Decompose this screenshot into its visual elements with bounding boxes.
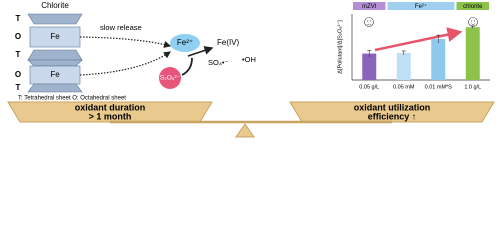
group-strip <box>456 2 489 10</box>
group-label: chlorite <box>463 4 483 10</box>
release-arrow <box>79 51 171 76</box>
bar <box>362 53 377 80</box>
fe4-label: Fe(IV) <box>217 38 240 47</box>
bar <box>465 27 480 80</box>
x-tick-label: 1.0 g/L <box>464 84 481 90</box>
fe2-ellipse <box>170 34 200 52</box>
bar <box>431 39 446 80</box>
release-arrow <box>79 36 172 48</box>
layer-letter: T <box>16 50 21 59</box>
bar-chart: Δ[Pollutant]/Δ[S₂O₈²⁻] mZVI Fe²⁺ chlorite 0… <box>337 2 490 90</box>
group-label: mZVI <box>362 4 377 10</box>
layer-letter: O <box>15 70 21 79</box>
persulfate-label: S₂O₈²⁻ <box>160 75 181 82</box>
right-pan-text: efficiency ↑ <box>368 111 417 121</box>
fe2-label: Fe²⁺ <box>177 38 193 47</box>
layer-letter: T <box>16 83 21 92</box>
sad-face <box>364 17 374 27</box>
left-pan-text: > 1 month <box>89 111 132 121</box>
release-label: slow release <box>100 23 142 32</box>
left-pan-text: oxidant duration <box>75 102 146 112</box>
layer-letter: O <box>15 32 21 41</box>
x-tick-label: 0.01 mM*S <box>425 84 453 90</box>
right-pan <box>289 101 495 123</box>
sheet-note: T: Tetrahedral sheet O: Octahedral sheet <box>18 96 126 102</box>
fulcrum <box>235 123 255 138</box>
x-tick-label: 0.05 g/L <box>359 84 379 90</box>
trend-arrow <box>374 27 463 52</box>
fe-label: Fe <box>50 70 60 79</box>
reaction-arrow <box>187 46 214 57</box>
x-tick-label: 0.05 mM <box>393 84 415 90</box>
fe-label: Fe <box>50 32 60 41</box>
right-pan-text: oxidant utilization <box>354 102 431 112</box>
group-label: Fe²⁺ <box>415 3 427 10</box>
reaction-arc <box>181 57 193 76</box>
happy-face <box>468 17 478 27</box>
chlorite-title: Chlorite <box>41 1 69 10</box>
hydroxyl-radical: •OH <box>242 55 256 64</box>
persulfate-circle <box>159 67 181 89</box>
group-strip <box>353 2 386 10</box>
sulfate-radical: SO₄•⁻ <box>208 58 229 67</box>
y-axis-label: Δ[Pollutant]/Δ[S₂O₈²⁻] <box>337 20 343 74</box>
group-strip <box>387 2 455 10</box>
layer-letter: T <box>16 14 21 23</box>
chlorite-layers <box>27 13 83 93</box>
bar <box>396 52 411 80</box>
